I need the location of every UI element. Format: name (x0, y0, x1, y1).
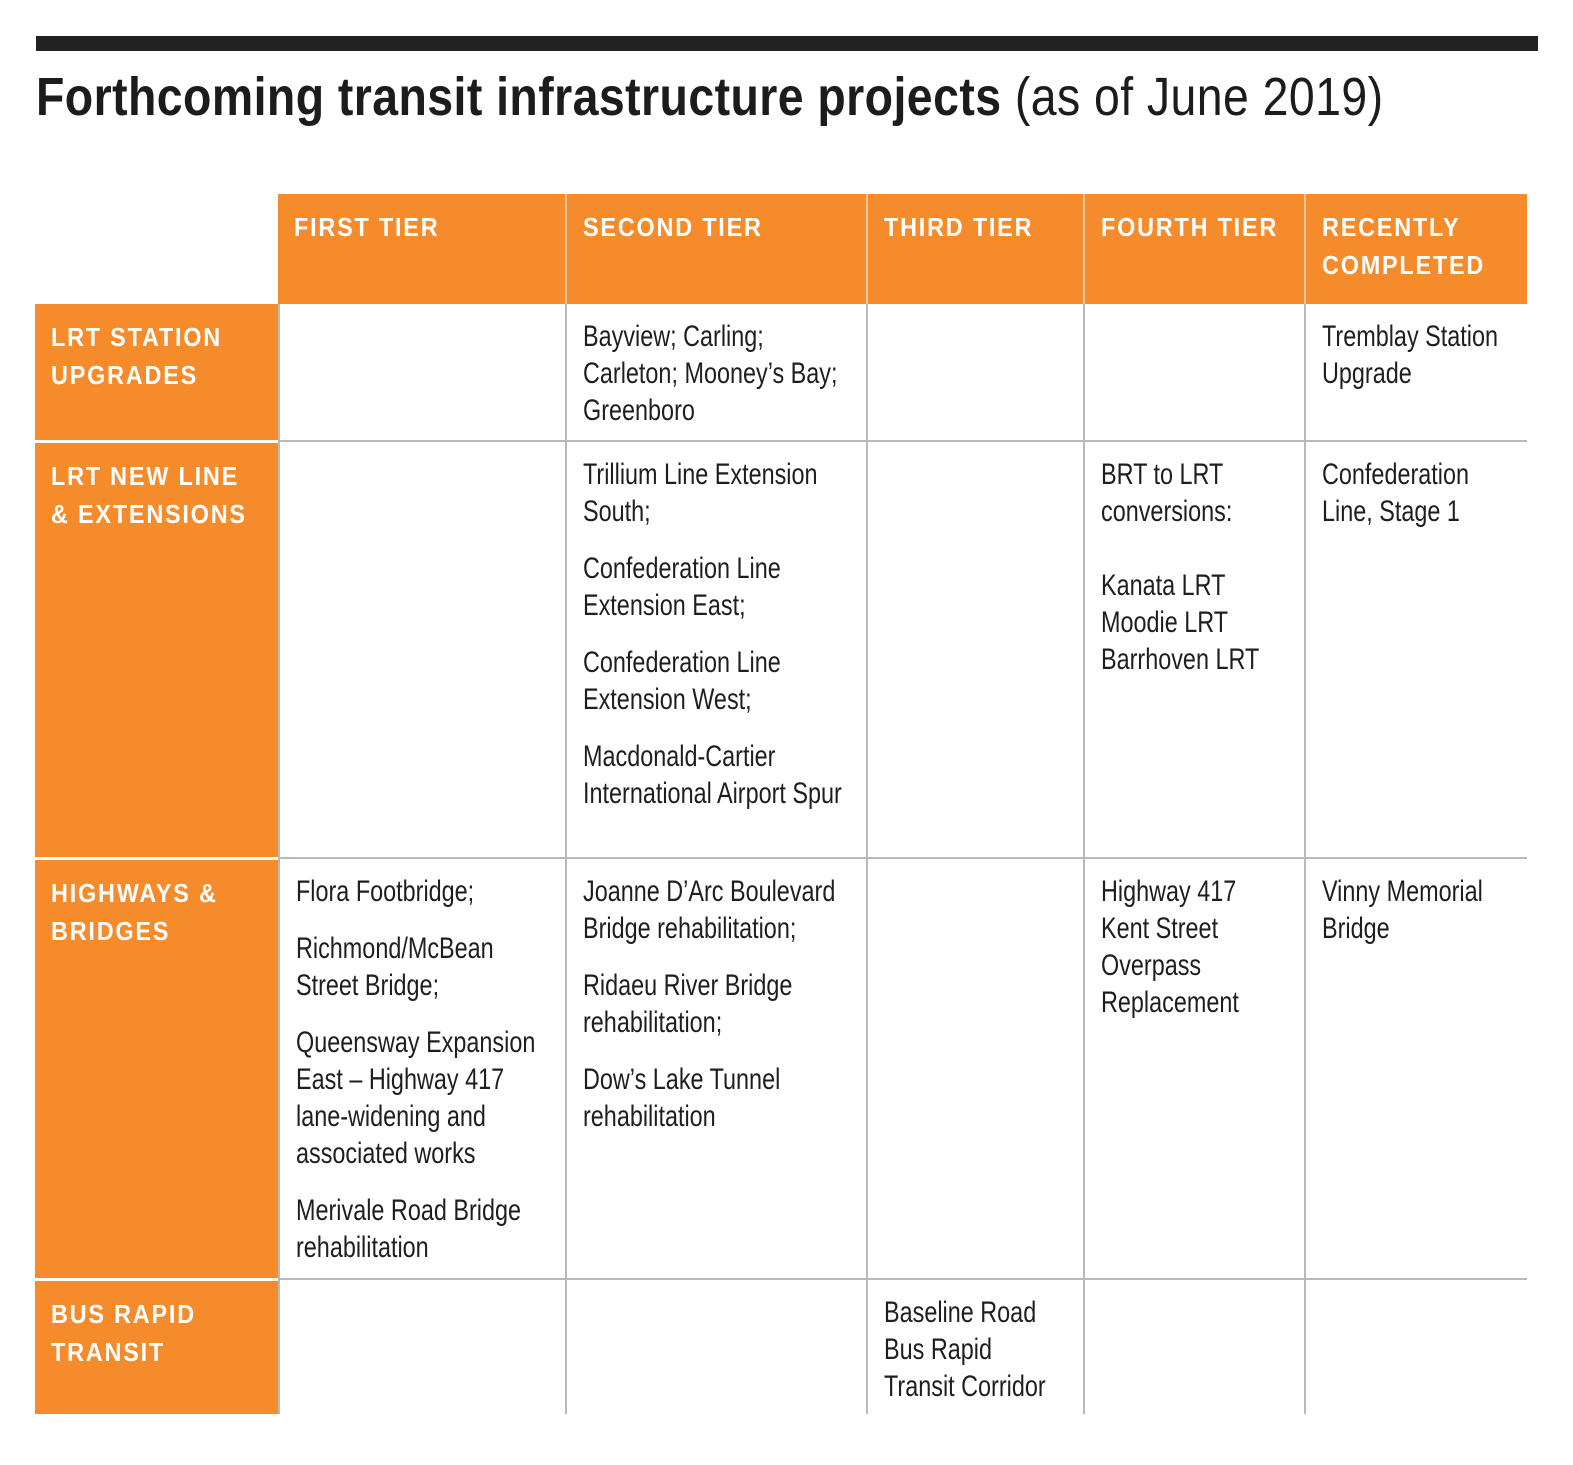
column-header-second-tier: SECOND TIER (565, 194, 866, 304)
column-header-first-tier: FIRST TIER (278, 194, 565, 304)
row-header-lrt-station-upgrades: LRT STATION UPGRADES (35, 304, 278, 440)
cell-lrt-new-line-fourth-tier: BRT to LRT conversions: Kanata LRT Moodi… (1083, 440, 1304, 857)
project-item: Vinny Memorial Bridge (1322, 875, 1483, 945)
project-item: Kanata LRT (1101, 569, 1226, 602)
project-item: Flora Footbridge; (296, 875, 475, 908)
project-item: Richmond/McBean Street Bridge; (296, 932, 494, 1002)
page-title: Forthcoming transit infrastructure proje… (36, 66, 1384, 128)
cell-lrt-station-third-tier (866, 304, 1083, 440)
cell-brt-recently-completed (1304, 1278, 1527, 1414)
column-header-recently-completed: RECENTLY COMPLETED (1304, 194, 1527, 304)
cell-brt-first-tier (278, 1278, 565, 1414)
project-item: Joanne D’Arc Boulevard Bridge rehabilita… (583, 875, 836, 945)
project-item: Baseline Road Bus Rapid Transit Corridor (884, 1296, 1046, 1403)
project-item: Dow’s Lake Tunnel rehabilitation (583, 1063, 781, 1133)
project-item: Merivale Road Bridge rehabilitation (296, 1194, 522, 1264)
cell-brt-fourth-tier (1083, 1278, 1304, 1414)
cell-highways-third-tier (866, 857, 1083, 1278)
project-item: Highway 417 Kent Street Overpass Replace… (1101, 875, 1239, 1019)
cell-lrt-new-line-recently-completed: Confederation Line, Stage 1 (1304, 440, 1527, 857)
project-item: Confederation Line Extension West; (583, 646, 781, 716)
column-header-fourth-tier: FOURTH TIER (1083, 194, 1304, 304)
row-header-lrt-new-line-extensions: LRT NEW LINE & EXTENSIONS (35, 440, 278, 857)
cell-brt-second-tier (565, 1278, 866, 1414)
cell-highways-recently-completed: Vinny Memorial Bridge (1304, 857, 1527, 1278)
cell-lrt-new-line-first-tier (278, 440, 565, 857)
project-item: Barrhoven LRT (1101, 643, 1260, 676)
table-corner (35, 194, 278, 304)
project-item: Macdonald-Cartier International Airport … (583, 740, 842, 810)
project-item: Confederation Line Extension East; (583, 552, 781, 622)
project-item: Ridaeu River Bridge rehabilitation; (583, 969, 793, 1039)
project-item: Confederation Line, Stage 1 (1322, 458, 1470, 528)
cell-lrt-new-line-second-tier: Trillium Line Extension South; Confedera… (565, 440, 866, 857)
project-item: Bayview; Carling; Carleton; Mooney’s Bay… (583, 320, 838, 427)
cell-lrt-station-fourth-tier (1083, 304, 1304, 440)
cell-lrt-station-recently-completed: Tremblay Station Upgrade (1304, 304, 1527, 440)
project-item: BRT to LRT conversions: (1101, 458, 1233, 528)
cell-highways-fourth-tier: Highway 417 Kent Street Overpass Replace… (1083, 857, 1304, 1278)
title-main: Forthcoming transit infrastructure proje… (36, 67, 1002, 127)
project-item: Moodie LRT (1101, 606, 1229, 639)
column-header-third-tier: THIRD TIER (866, 194, 1083, 304)
cell-lrt-station-second-tier: Bayview; Carling; Carleton; Mooney’s Bay… (565, 304, 866, 440)
project-item: Tremblay Station Upgrade (1322, 320, 1499, 390)
cell-lrt-new-line-third-tier (866, 440, 1083, 857)
row-header-highways-bridges: HIGHWAYS & BRIDGES (35, 857, 278, 1278)
cell-highways-second-tier: Joanne D’Arc Boulevard Bridge rehabilita… (565, 857, 866, 1278)
projects-table: FIRST TIER SECOND TIER THIRD TIER FOURTH… (35, 194, 1527, 1414)
cell-highways-first-tier: Flora Footbridge; Richmond/McBean Street… (278, 857, 565, 1278)
top-rule (36, 36, 1538, 51)
project-item: Trillium Line Extension South; (583, 458, 818, 528)
title-subtitle: (as of June 2019) (1001, 67, 1384, 127)
cell-lrt-station-first-tier (278, 304, 565, 440)
cell-brt-third-tier: Baseline Road Bus Rapid Transit Corridor (866, 1278, 1083, 1414)
row-header-bus-rapid-transit: BUS RAPID TRANSIT (35, 1278, 278, 1414)
project-item: Queensway Expansion East – Highway 417 l… (296, 1026, 536, 1170)
